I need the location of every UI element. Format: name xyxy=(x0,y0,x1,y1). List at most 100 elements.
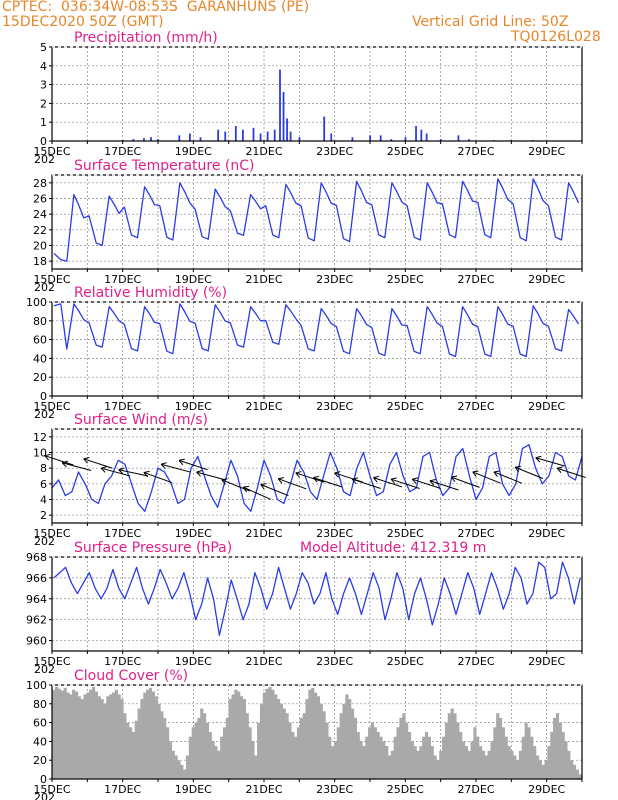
precip-bar xyxy=(369,135,371,141)
cloud-bar xyxy=(148,687,153,779)
cloud-bar xyxy=(151,691,155,779)
cloud-bar xyxy=(547,746,551,779)
x-tick-label: 27DEC xyxy=(457,145,494,158)
cloud-bar xyxy=(92,686,96,779)
cloud-bar xyxy=(379,736,383,779)
x-tick-label: 17DEC xyxy=(104,145,141,158)
series-line xyxy=(53,561,581,636)
cloud-bar xyxy=(66,692,70,779)
cloud-bar xyxy=(86,692,90,779)
precip-bar xyxy=(415,125,417,141)
y-tick-label: 0 xyxy=(40,390,47,403)
y-tick-label: 10 xyxy=(33,447,47,460)
cloud-bar xyxy=(114,689,118,779)
cloud-bar xyxy=(120,699,124,779)
x-tick-label: 17DEC xyxy=(104,273,141,286)
cloud-bar xyxy=(444,722,449,779)
precip-bar xyxy=(178,135,181,141)
cloud-bar xyxy=(570,760,574,779)
wind-arrow xyxy=(493,470,522,484)
cloud-bar xyxy=(299,717,303,779)
cloud-bar xyxy=(433,755,437,779)
y-tick-label: 4 xyxy=(40,60,47,73)
wind-arrow xyxy=(535,455,565,467)
cloud-bar xyxy=(535,755,540,779)
y-tick-label: 5 xyxy=(40,41,47,54)
y-tick-label: 18 xyxy=(33,255,47,268)
panel-6: 0 20 40 60 80 100 15DEC 17DEC 19DEC 21DEC 23DEC 25D… xyxy=(26,668,583,800)
x-tick-label: 25DEC xyxy=(387,783,424,796)
cloud-bar xyxy=(77,696,81,779)
cloud-bar xyxy=(157,703,161,779)
cloud-bar xyxy=(231,694,235,779)
x-tick-label: 17DEC xyxy=(104,400,141,413)
y-tick-label: 22 xyxy=(33,224,47,237)
cloud-bar xyxy=(513,755,517,779)
cloud-bar xyxy=(183,769,187,779)
x-tick-label: 23DEC xyxy=(316,400,353,413)
y-tick-label: 8 xyxy=(40,462,47,475)
cloud-bar xyxy=(55,686,59,779)
precip-bar xyxy=(143,138,145,141)
cloud-bar xyxy=(177,760,181,779)
cloud-bar xyxy=(163,717,167,779)
cloud-bar xyxy=(140,699,144,779)
precip-bar xyxy=(439,139,442,141)
y-tick-label: 80 xyxy=(33,315,47,328)
wind-arrow xyxy=(143,470,173,484)
y-tick-label: 80 xyxy=(33,698,47,711)
cloud-bar xyxy=(561,732,565,779)
y-tick-label: 40 xyxy=(33,352,47,365)
cloud-bar xyxy=(308,689,312,779)
cloud-bar xyxy=(387,755,392,779)
cloud-bar xyxy=(430,746,434,779)
y-tick-label: 4 xyxy=(40,494,47,507)
x-year-label: 202 xyxy=(34,408,55,421)
x-tick-label: 25DEC xyxy=(387,273,424,286)
cloud-bar xyxy=(510,750,514,779)
cloud-bar xyxy=(467,750,471,779)
cloud-bar xyxy=(106,696,110,779)
cloud-bar xyxy=(146,689,150,779)
cloud-bar xyxy=(382,741,386,779)
cloud-bar xyxy=(527,727,531,779)
x-tick-label: 15DEC xyxy=(33,527,70,540)
x-year-label: 202 xyxy=(34,281,55,294)
wind-arrow xyxy=(514,465,544,479)
cloud-bar xyxy=(476,736,480,779)
cloud-bar xyxy=(103,703,107,779)
cloud-bar xyxy=(271,689,275,779)
x-tick-label: 17DEC xyxy=(104,783,141,796)
y-tick-label: 20 xyxy=(33,754,47,767)
precip-bar xyxy=(242,129,244,141)
x-tick-label: 25DEC xyxy=(387,527,424,540)
cloud-bar xyxy=(242,699,247,779)
x-tick-label: 19DEC xyxy=(175,527,212,540)
y-tick-label: 12 xyxy=(33,431,47,444)
cloud-bar xyxy=(370,722,375,779)
panel-title: Relative Humidity (%) xyxy=(74,285,227,301)
cloud-bar xyxy=(402,713,406,779)
precip-bar xyxy=(330,133,333,141)
panel-4: 2 4 6 8 10 12 15DEC 17DEC 19DEC 21DEC 23DEC 25DEC 27… xyxy=(33,412,586,548)
cloud-bar xyxy=(578,774,582,779)
cloud-bar xyxy=(356,732,360,779)
x-year-label: 202 xyxy=(34,535,55,548)
x-year-label: 202 xyxy=(34,663,55,676)
cloud-bar xyxy=(413,746,417,779)
cloud-bar xyxy=(427,736,431,779)
x-tick-label: 25DEC xyxy=(387,145,424,158)
cloud-bar xyxy=(419,746,423,779)
cloud-bar xyxy=(399,717,403,779)
y-tick-label: 28 xyxy=(33,177,47,190)
cloud-bar xyxy=(97,696,101,779)
cloud-bar xyxy=(490,741,494,779)
x-tick-label: 27DEC xyxy=(457,783,494,796)
panel-title: Surface Pressure (hPa) xyxy=(74,540,232,556)
precip-bar xyxy=(425,133,428,141)
cloud-bar xyxy=(60,690,64,779)
x-tick-label: 29DEC xyxy=(528,527,565,540)
cloud-bar xyxy=(268,686,272,779)
y-tick-label: 40 xyxy=(33,735,47,748)
